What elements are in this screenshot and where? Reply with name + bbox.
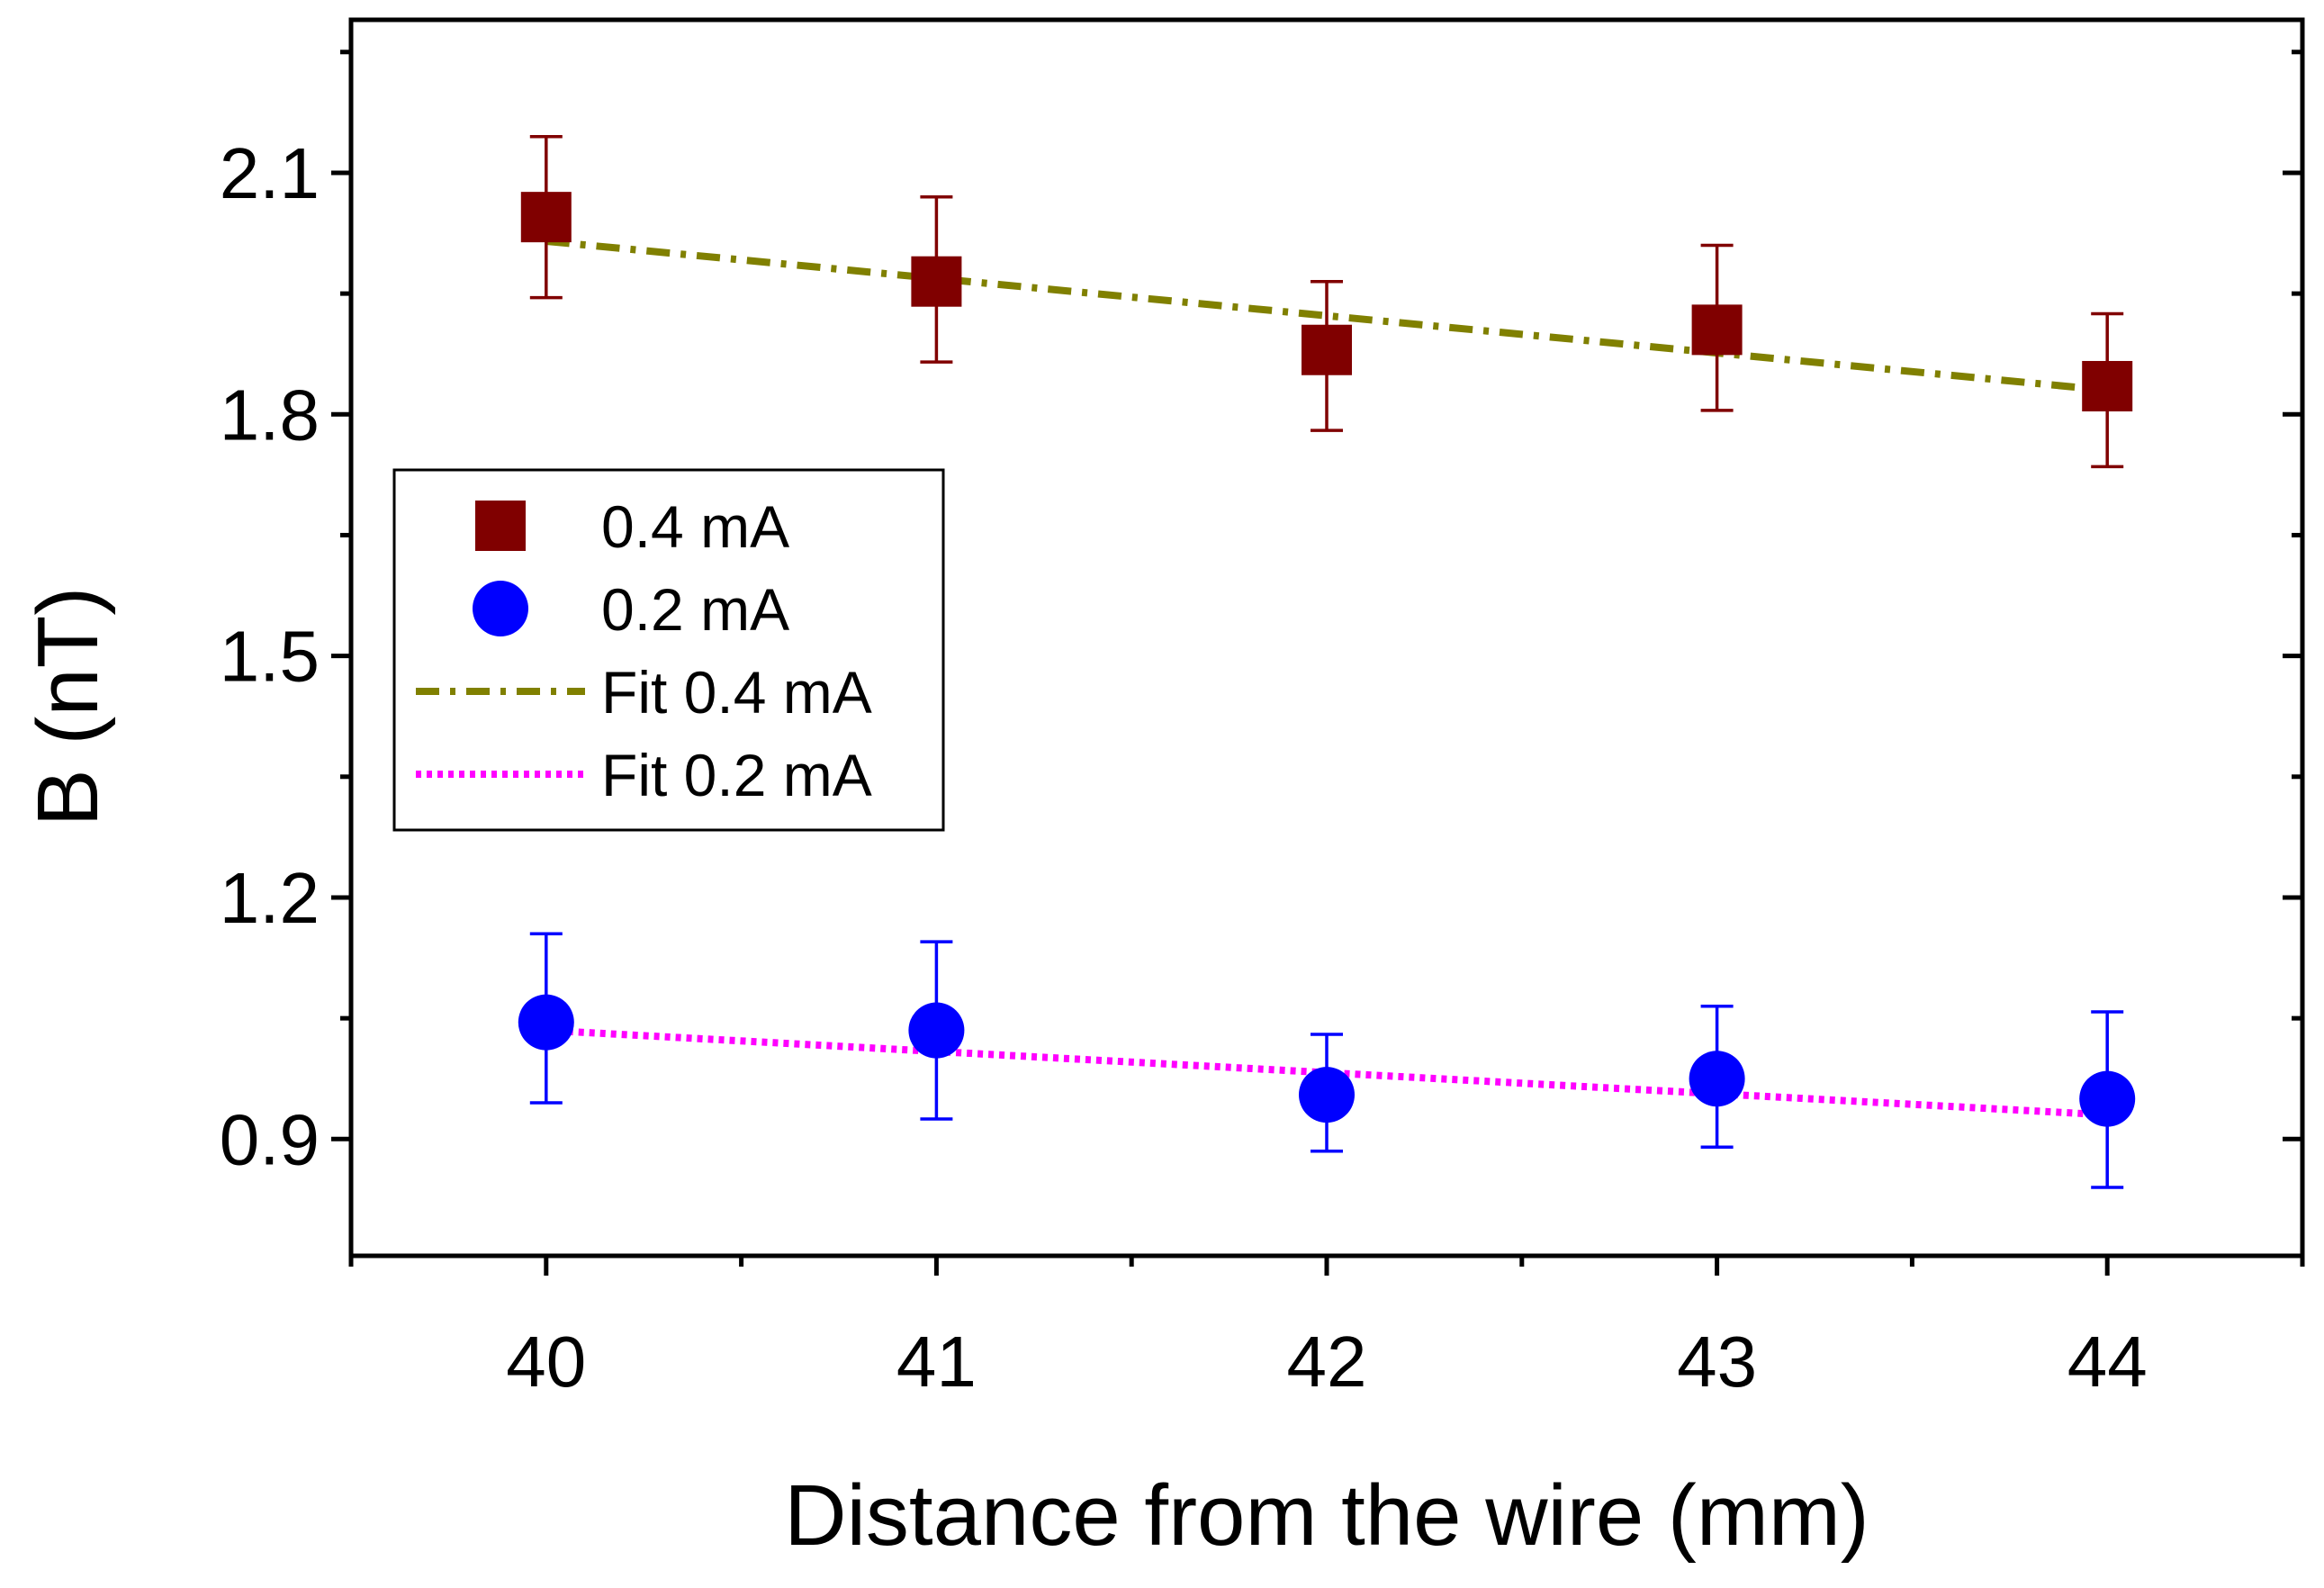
legend-label-0-4-ma: 0.4 mA <box>601 493 789 560</box>
x-axis-ticks: 40 41 42 43 44 <box>348 1256 2305 1402</box>
data-point-0-2-ma <box>1299 1067 1355 1123</box>
data-point-0-4-ma <box>911 256 962 307</box>
y-tick-label: 0.9 <box>220 1099 320 1179</box>
legend: 0.4 mA 0.2 mA Fit 0.4 mA Fit 0.2 mA <box>392 468 945 832</box>
x-tick-label: 41 <box>896 1322 977 1402</box>
x-tick-label: 43 <box>1677 1322 1757 1402</box>
data-point-0-2-ma <box>1689 1051 1745 1107</box>
fit-line-fit-0-4-ma <box>545 237 2108 394</box>
y-tick-label: 1.8 <box>220 374 320 455</box>
legend-swatch-0-2-ma <box>473 581 528 636</box>
legend-swatch-0-4-ma <box>475 501 526 551</box>
y-tick-label: 1.2 <box>220 858 320 938</box>
data-point-0-2-ma <box>2079 1070 2136 1127</box>
y-tick-label: 1.5 <box>220 617 320 697</box>
data-point-0-2-ma <box>518 994 574 1051</box>
x-tick-label: 42 <box>1287 1322 1367 1402</box>
y-axis-title: B (nT) <box>20 587 116 827</box>
series-layer <box>518 134 2136 1189</box>
data-point-0-4-ma <box>520 192 572 243</box>
data-point-0-4-ma <box>2082 360 2133 411</box>
legend-label-0-2-ma: 0.2 mA <box>601 576 789 643</box>
data-point-0-4-ma <box>1302 324 1352 375</box>
legend-label-fit-0-2-ma: Fit 0.2 mA <box>601 742 872 808</box>
x-axis-title: Distance from the wire (mm) <box>784 1467 1869 1564</box>
x-tick-label: 40 <box>506 1322 586 1402</box>
x-tick-label: 44 <box>2067 1322 2148 1402</box>
y-axis-ticks: 0.9 1.2 1.5 1.8 2.1 <box>220 50 2302 1179</box>
y-tick-label: 2.1 <box>220 133 320 213</box>
legend-label-fit-0-4-ma: Fit 0.4 mA <box>601 659 872 726</box>
data-point-0-2-ma <box>908 1002 965 1059</box>
data-point-0-4-ma <box>1691 304 1743 356</box>
